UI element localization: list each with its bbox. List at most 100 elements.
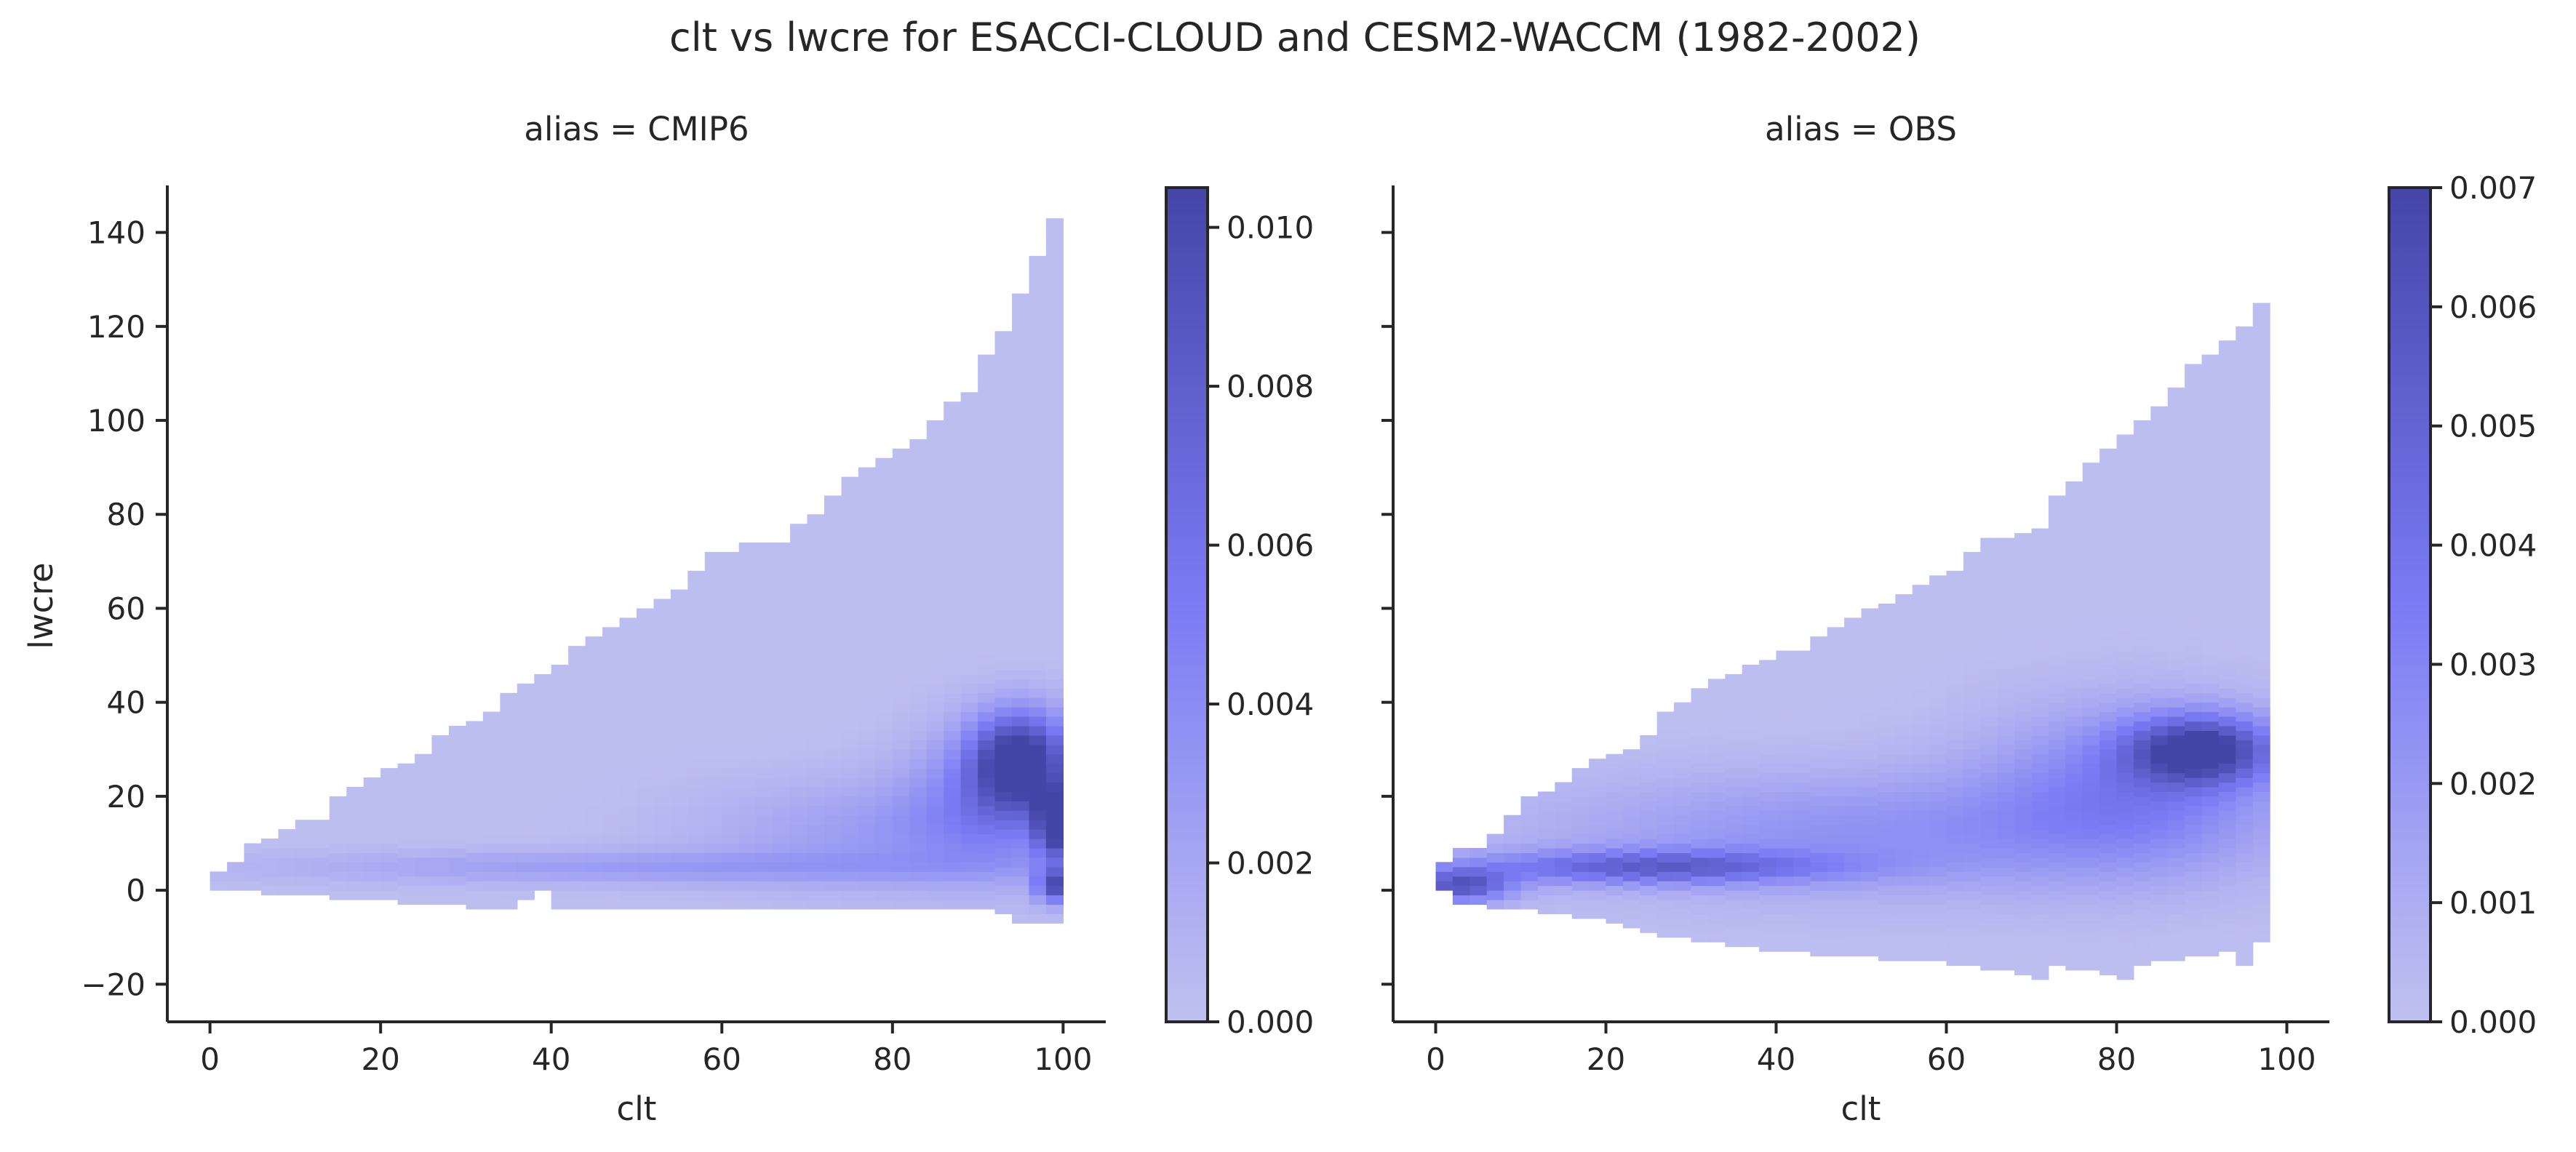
heatmap-cell	[500, 768, 518, 778]
heatmap-cell	[1674, 852, 1692, 863]
heatmap-cell	[738, 824, 757, 835]
heatmap-cell	[1622, 890, 1640, 900]
heatmap-cell	[2218, 612, 2236, 623]
heatmap-cell	[978, 533, 996, 543]
heatmap-cell	[2116, 772, 2134, 783]
heatmap-cell	[534, 843, 552, 853]
colorbar-tick-label: 0.006	[2449, 289, 2537, 325]
heatmap-cell	[841, 683, 859, 694]
heatmap-cell	[892, 495, 910, 505]
heatmap-cell	[994, 463, 1013, 473]
heatmap-cell	[2065, 753, 2083, 764]
heatmap-cell	[1674, 927, 1692, 938]
heatmap-cell	[1029, 359, 1047, 369]
heatmap-cell	[568, 740, 586, 750]
heatmap-cell	[1997, 726, 2015, 736]
heatmap-cell	[431, 791, 450, 801]
heatmap-cell	[1674, 711, 1692, 722]
heatmap-cell	[1946, 570, 1964, 581]
heatmap-cell	[2100, 711, 2118, 722]
heatmap-cell	[1912, 857, 1930, 868]
heatmap-cell	[2100, 890, 2118, 900]
heatmap-cell	[2065, 772, 2083, 783]
heatmap-cell	[1589, 824, 1607, 835]
heatmap-cell	[824, 833, 842, 844]
heatmap-cell	[978, 871, 996, 881]
heatmap-cell	[875, 702, 893, 713]
heatmap-cell	[2252, 876, 2270, 887]
heatmap-cell	[909, 833, 928, 844]
heatmap-cell	[1725, 730, 1743, 740]
heatmap-cell	[2048, 599, 2066, 609]
heatmap-cell	[1029, 839, 1047, 849]
heatmap-cell	[2201, 401, 2220, 412]
heatmap-cell	[738, 599, 757, 609]
heatmap-cell	[1656, 796, 1675, 807]
heatmap-cell	[534, 692, 552, 703]
heatmap-cell	[909, 852, 928, 863]
heatmap-cell	[2014, 900, 2033, 910]
heatmap-cell	[1012, 425, 1030, 435]
heatmap-cell	[722, 740, 740, 750]
y-tick-label: 40	[107, 685, 145, 721]
heatmap-cell	[1452, 876, 1470, 887]
heatmap-cell	[790, 721, 808, 731]
heatmap-cell	[1691, 904, 1709, 914]
heatmap-cell	[2218, 885, 2236, 896]
heatmap-cell	[2167, 679, 2185, 689]
heatmap-cell	[1878, 622, 1896, 633]
heatmap-cell	[2014, 580, 2033, 591]
heatmap-cell	[585, 777, 603, 788]
colorbar	[2388, 186, 2432, 1023]
heatmap-cell	[2048, 787, 2066, 797]
heatmap-cell	[1997, 585, 2015, 595]
heatmap-cell	[841, 871, 859, 881]
x-tick-label: 60	[703, 1041, 741, 1077]
heatmap-cell	[1012, 726, 1030, 736]
heatmap-cell	[1029, 631, 1047, 642]
heatmap-cell	[534, 881, 552, 891]
heatmap-cell	[978, 383, 996, 393]
heatmap-cell	[892, 777, 910, 788]
heatmap-cell	[994, 857, 1013, 868]
heatmap-cell	[756, 900, 774, 910]
heatmap-cell	[2065, 848, 2083, 858]
heatmap-cell	[2116, 848, 2134, 858]
heatmap-cell	[909, 636, 928, 647]
heatmap-cell	[824, 551, 842, 562]
heatmap-cell	[1827, 900, 1845, 910]
heatmap-cell	[619, 730, 637, 740]
heatmap-cell	[1844, 655, 1862, 665]
heatmap-cell	[773, 589, 791, 600]
heatmap-cell	[1759, 726, 1777, 736]
heatmap-cell	[2185, 711, 2203, 722]
heatmap-cell	[1589, 881, 1607, 891]
heatmap-cell	[2133, 617, 2151, 628]
heatmap-cell	[1929, 650, 1947, 661]
heatmap-cell	[858, 599, 876, 609]
heatmap-cell	[960, 599, 978, 609]
heatmap-cell	[2014, 570, 2033, 581]
heatmap-cell	[790, 890, 808, 900]
heatmap-cell	[1980, 839, 1998, 849]
heatmap-cell	[1707, 904, 1726, 914]
heatmap-cell	[619, 721, 637, 731]
heatmap-cell	[1827, 843, 1845, 853]
heatmap-cell	[2014, 824, 2033, 835]
heatmap-cell	[1980, 763, 1998, 774]
heatmap-cell	[1640, 876, 1658, 887]
heatmap-cell	[551, 833, 569, 844]
heatmap-cell	[926, 617, 944, 628]
heatmap-cell	[1861, 777, 1879, 788]
heatmap-cell	[1029, 303, 1047, 313]
heatmap-cell	[2133, 702, 2151, 713]
heatmap-cell	[1759, 688, 1777, 698]
heatmap-cell	[2116, 744, 2134, 755]
heatmap-cell	[2201, 937, 2220, 948]
heatmap-cell	[1486, 890, 1504, 900]
heatmap-cell	[2031, 810, 2049, 820]
heatmap-cell	[1946, 673, 1964, 684]
heatmap-cell	[790, 570, 808, 581]
heatmap-cell	[858, 636, 876, 647]
heatmap-cell	[1810, 665, 1828, 675]
